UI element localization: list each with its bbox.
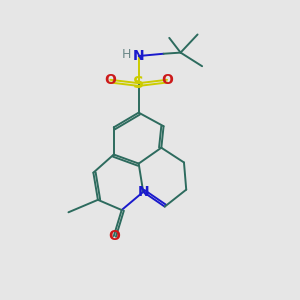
Text: N: N xyxy=(137,185,149,199)
Text: O: O xyxy=(104,73,116,87)
Text: O: O xyxy=(161,73,173,87)
Text: H: H xyxy=(122,48,131,62)
Text: S: S xyxy=(133,76,144,91)
Text: O: O xyxy=(108,229,120,243)
Text: N: N xyxy=(133,49,145,63)
